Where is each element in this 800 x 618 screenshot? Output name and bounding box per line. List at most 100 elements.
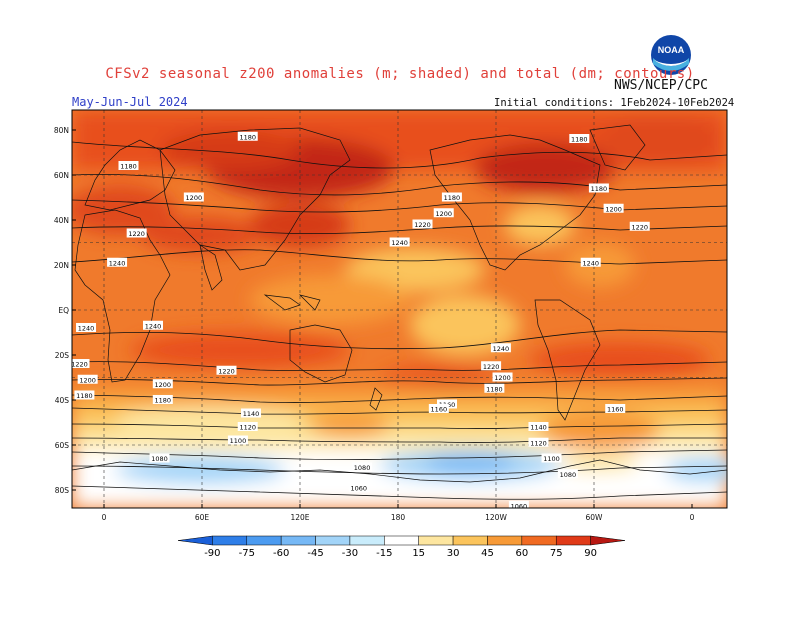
colorbar-swatch <box>384 535 419 546</box>
contour-label: 1200 <box>603 203 624 213</box>
svg-text:1180: 1180 <box>120 163 137 171</box>
contour-label: 1180 <box>74 390 95 400</box>
svg-text:1200: 1200 <box>605 205 622 213</box>
contour-labels: 1180 1180 1200 1220 1240 1180 1200 1220 1240 1180… <box>69 131 650 510</box>
svg-text:1180: 1180 <box>239 133 256 141</box>
svg-text:1180: 1180 <box>76 392 93 400</box>
svg-text:1240: 1240 <box>78 325 95 333</box>
longitude-label: 60E <box>195 513 210 522</box>
svg-text:1240: 1240 <box>582 259 599 267</box>
contour-label: 1160 <box>428 404 449 414</box>
svg-text:1240: 1240 <box>145 322 162 330</box>
colorbar-label: 60 <box>515 548 528 559</box>
colorbar-swatch <box>487 535 523 546</box>
colorbar-swatch <box>280 535 316 546</box>
contour-label: 1240 <box>143 320 163 330</box>
latitude-label: 80N <box>54 126 69 135</box>
contour-label: 1060 <box>508 500 529 510</box>
contour-label: 1200 <box>77 374 98 384</box>
svg-text:1220: 1220 <box>128 230 145 238</box>
svg-text:1160: 1160 <box>431 406 448 414</box>
contour-label: 1220 <box>216 365 237 375</box>
contour-label: 1180 <box>237 131 258 141</box>
colorbar-swatch <box>212 535 248 546</box>
svg-text:1220: 1220 <box>414 221 431 229</box>
colorbar-label: -30 <box>342 548 358 559</box>
colorbar-swatch <box>452 535 488 546</box>
svg-text:1180: 1180 <box>591 185 608 193</box>
height-contours <box>72 141 727 500</box>
colorbar-label: 75 <box>550 548 563 559</box>
svg-text:1220: 1220 <box>483 363 500 371</box>
map-grid <box>72 110 727 508</box>
contour-label: 1220 <box>69 359 90 369</box>
colorbar-swatch <box>177 535 213 546</box>
contour-label: 1200 <box>433 208 454 218</box>
colorbar-swatch <box>555 535 591 546</box>
svg-text:1080: 1080 <box>354 464 371 472</box>
svg-text:1200: 1200 <box>155 381 172 389</box>
contour-label: 1220 <box>481 361 502 371</box>
colorbar-label: 15 <box>412 548 425 559</box>
colorbar-swatch <box>315 535 351 546</box>
longitude-label: 120W <box>485 513 507 522</box>
logo-text: NOAA <box>658 45 685 55</box>
svg-text:1220: 1220 <box>71 361 88 369</box>
contour-label: 1080 <box>557 469 578 479</box>
svg-text:1220: 1220 <box>218 367 235 375</box>
contour-label: 1220 <box>412 219 433 229</box>
svg-text:1100: 1100 <box>230 437 247 445</box>
contour-label: 1180 <box>484 383 505 393</box>
colorbar-label: 45 <box>481 548 494 559</box>
latitude-label: 40N <box>54 216 69 225</box>
contour-label: 1240 <box>76 323 97 333</box>
colorbar-label: 30 <box>447 548 460 559</box>
contour-label: 1240 <box>490 343 511 353</box>
svg-text:1140: 1140 <box>243 410 260 418</box>
colorbar-swatch <box>521 535 557 546</box>
svg-text:1060: 1060 <box>351 484 368 492</box>
colorbar-label: 90 <box>584 548 597 559</box>
contour-label: 1080 <box>149 453 170 463</box>
colorbar-swatch <box>590 535 626 546</box>
colorbar-swatch <box>246 535 282 546</box>
season-label: May-Jun-Jul 2024 <box>72 95 188 109</box>
svg-text:1180: 1180 <box>571 136 588 144</box>
contour-label: 1240 <box>107 257 128 267</box>
contour-label: 1160 <box>605 404 626 414</box>
colorbar-label: -15 <box>376 548 392 559</box>
longitude-label: 180 <box>391 513 406 522</box>
longitude-label: 0 <box>102 513 107 522</box>
svg-text:1060: 1060 <box>511 502 528 510</box>
latitude-label: 20S <box>55 351 70 360</box>
colorbar-label: -90 <box>204 548 220 559</box>
colorbar-label: -75 <box>239 548 255 559</box>
contour-label: 1200 <box>183 192 204 202</box>
contour-label: 1200 <box>492 372 513 382</box>
noaa-logo: NOAA <box>650 34 692 76</box>
svg-text:1180: 1180 <box>486 385 503 393</box>
contour-label: 1080 <box>352 462 373 472</box>
colorbar: -90 -75 -60 -45 -30 -15 15 30 45 60 75 90 <box>177 535 626 559</box>
contour-label: 1180 <box>569 134 590 144</box>
contour-label: 1180 <box>118 161 139 171</box>
svg-text:1240: 1240 <box>391 239 408 247</box>
latitude-label: 20N <box>54 261 69 270</box>
anomaly-shading <box>72 110 727 508</box>
latitude-label: 80S <box>55 486 70 495</box>
svg-text:1140: 1140 <box>530 424 547 432</box>
svg-text:1160: 1160 <box>607 406 624 414</box>
colorbar-swatch <box>349 535 385 546</box>
contour-label: 1240 <box>389 237 410 247</box>
contour-label: 1240 <box>580 257 601 267</box>
colorbar-label: -60 <box>273 548 289 559</box>
latitude-label: 40S <box>55 396 70 405</box>
colorbar-swatch <box>418 535 454 546</box>
contour-label: 1180 <box>441 192 462 202</box>
longitude-label: 0 <box>690 513 695 522</box>
svg-text:1200: 1200 <box>494 374 511 382</box>
svg-text:1180: 1180 <box>155 397 172 405</box>
contour-label: 1220 <box>126 228 147 238</box>
latitude-label: 60N <box>54 171 69 180</box>
